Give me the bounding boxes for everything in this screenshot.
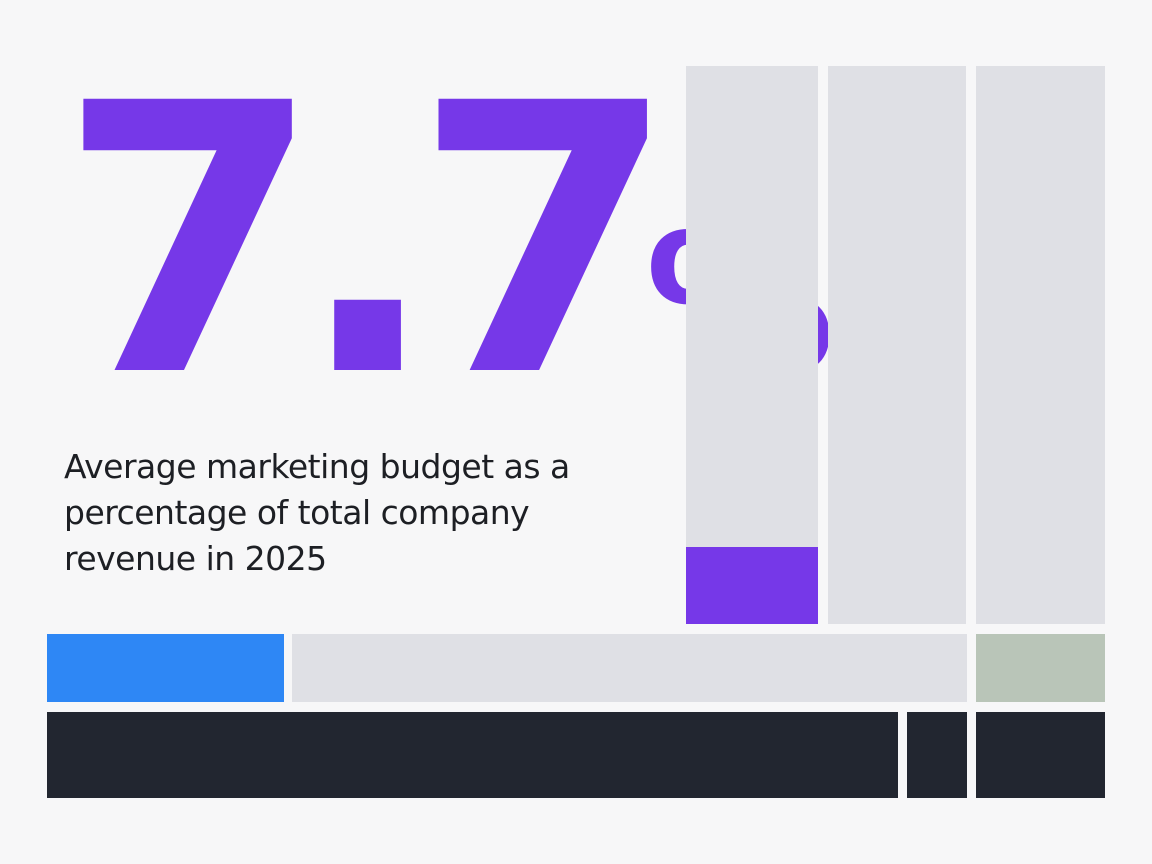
footer-block-right xyxy=(976,712,1105,798)
stat-number: 7.7 xyxy=(58,25,677,458)
stat-caption: Average marketing budget as a percentage… xyxy=(64,447,570,578)
footer-block-small xyxy=(907,712,967,798)
accent-block-blue xyxy=(47,634,284,702)
accent-block-sage xyxy=(976,634,1105,702)
footer-block-wide xyxy=(47,712,898,798)
wide-block-gray xyxy=(292,634,967,702)
tall-column-middle xyxy=(828,66,966,624)
tall-column-left-fill xyxy=(686,547,818,624)
tall-column-right xyxy=(976,66,1105,624)
tall-column-left xyxy=(686,66,818,624)
